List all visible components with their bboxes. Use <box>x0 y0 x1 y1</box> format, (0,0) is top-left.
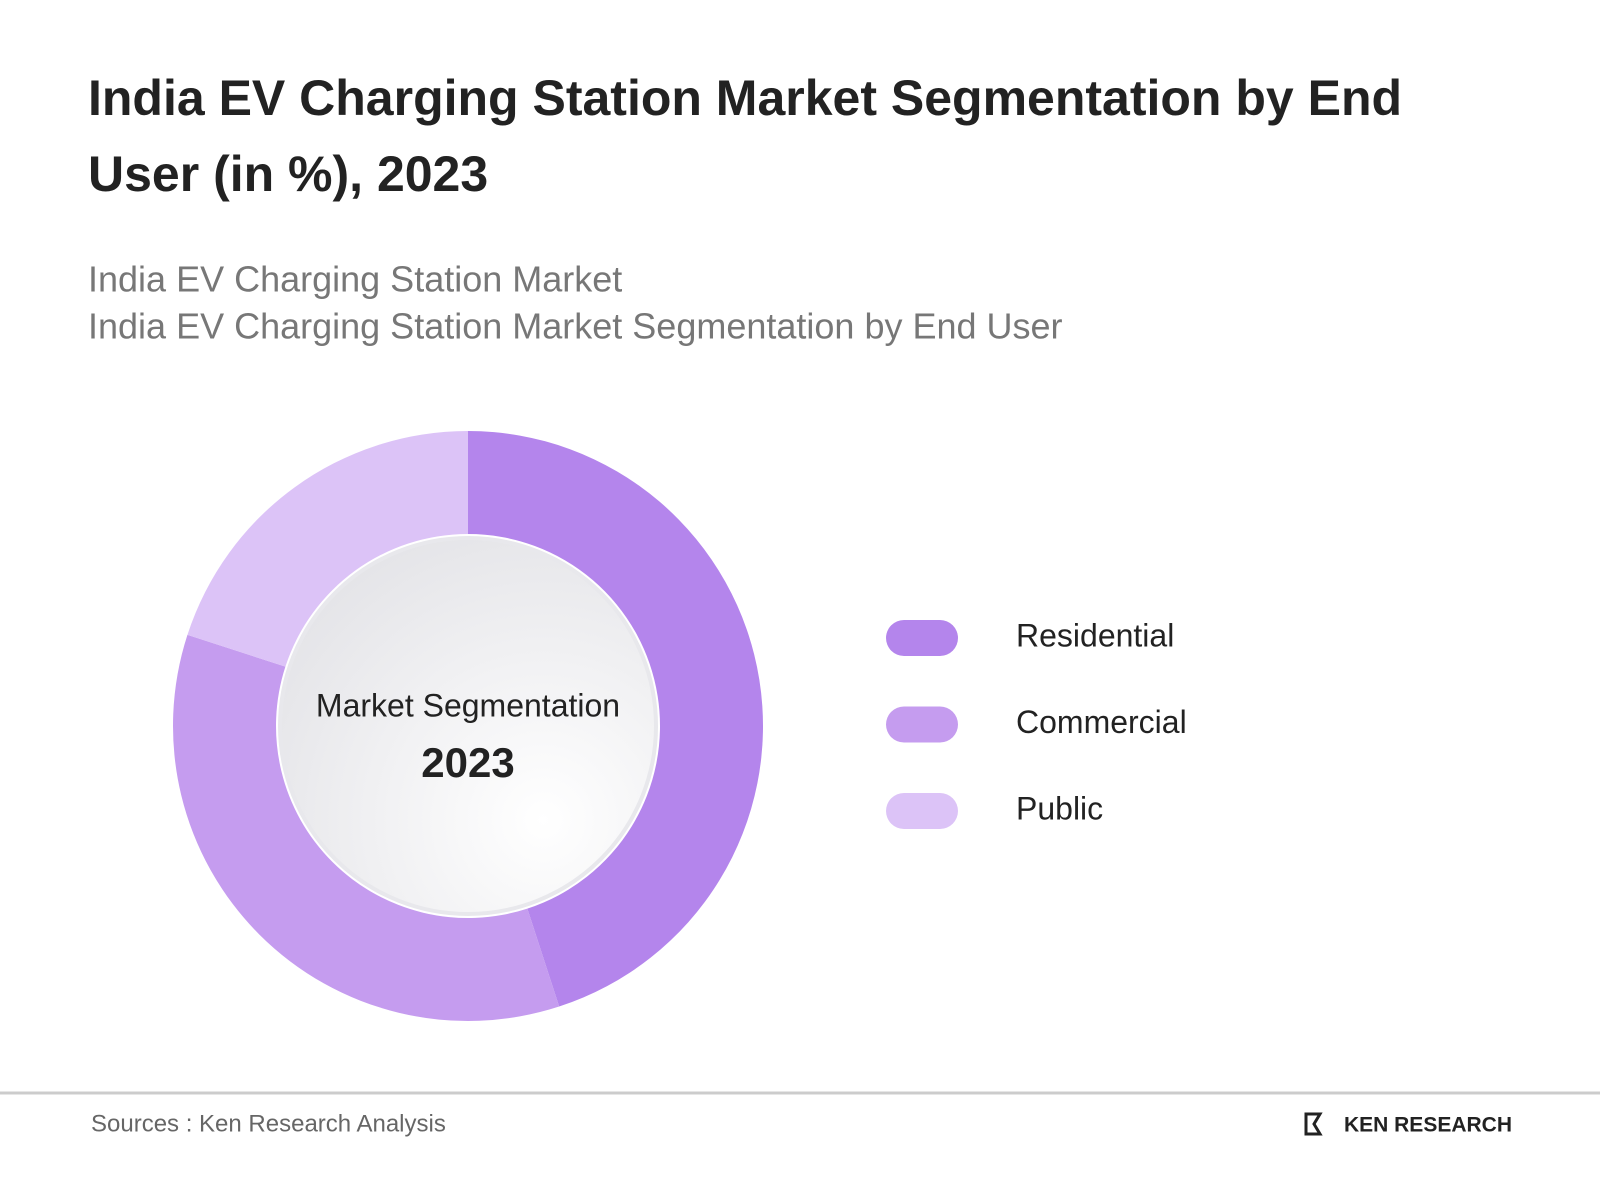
legend-label: Public <box>1016 790 1103 826</box>
center-label: Market Segmentation <box>316 687 620 723</box>
logo-icon <box>1304 1112 1323 1136</box>
legend-label: Commercial <box>1016 704 1187 740</box>
donut-segment <box>187 431 468 667</box>
title-box: India EV Charging Station Market Segment… <box>88 70 1403 202</box>
donut-hole <box>278 536 658 916</box>
chart-title: India EV Charging Station Market Segment… <box>88 70 1403 202</box>
logo: KEN RESEARCH <box>1344 1114 1512 1137</box>
legend-label: Residential <box>1016 617 1174 653</box>
source: Sources : Ken Research Analysis <box>91 1110 446 1137</box>
legend-swatch <box>886 793 958 829</box>
donut <box>172 431 763 1021</box>
legend-swatch <box>886 706 958 743</box>
subtitle: India EV Charging Station Market <box>88 259 622 300</box>
donut-segment <box>468 431 763 1007</box>
center-value: 2023 <box>421 739 514 786</box>
legend-swatch <box>886 620 958 656</box>
donut-segment <box>172 634 560 1021</box>
subtitle: India EV Charging Station Market Segment… <box>88 306 1063 347</box>
legend: Residential Commercial Public <box>886 617 1187 829</box>
